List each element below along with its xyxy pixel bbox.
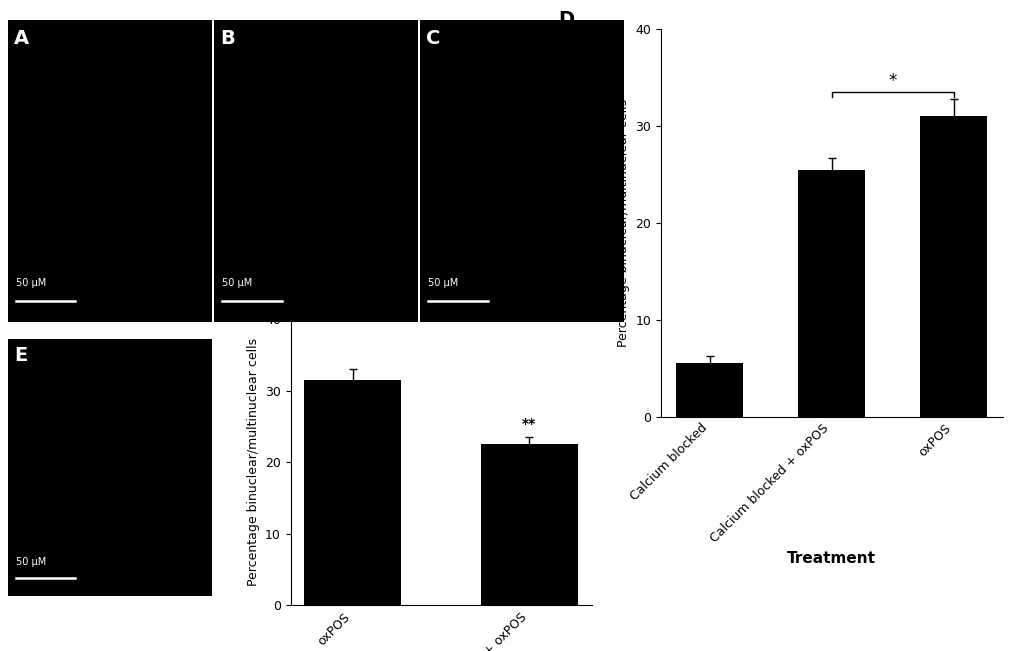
Text: *: *: [888, 72, 896, 90]
Text: 50 µM: 50 µM: [428, 278, 459, 288]
Text: C: C: [426, 29, 440, 48]
Text: F: F: [164, 305, 177, 324]
Text: 50 µM: 50 µM: [16, 278, 47, 288]
Y-axis label: Percentage binuclear/multinuclear cells: Percentage binuclear/multinuclear cells: [616, 99, 629, 347]
Text: A: A: [14, 29, 30, 48]
Text: 50 µM: 50 µM: [222, 278, 253, 288]
Text: E: E: [14, 346, 28, 365]
Bar: [480, 444, 578, 605]
Bar: [304, 380, 401, 605]
Text: **: **: [522, 417, 536, 432]
Bar: [919, 117, 986, 417]
X-axis label: Treatment: Treatment: [787, 551, 875, 566]
Bar: [676, 363, 743, 417]
Text: 50 µM: 50 µM: [16, 557, 47, 567]
Text: B: B: [220, 29, 234, 48]
Y-axis label: Percentage binuclear/multinuclear cells: Percentage binuclear/multinuclear cells: [247, 338, 259, 587]
Text: D: D: [558, 10, 574, 29]
Bar: [798, 170, 864, 417]
